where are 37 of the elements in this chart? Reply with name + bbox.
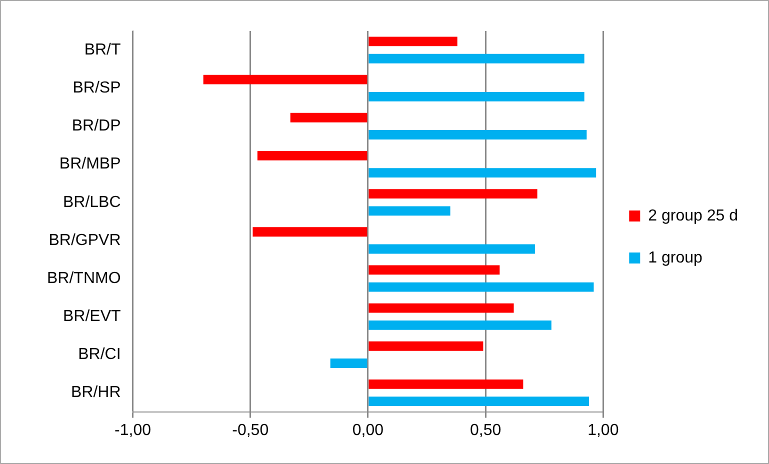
y-tick-label: BR/SP	[72, 80, 121, 97]
bar	[368, 168, 596, 178]
bar	[368, 189, 538, 199]
bar	[368, 130, 587, 140]
y-tick-label: BR/T	[84, 41, 121, 58]
y-tick-label: BR/DP	[72, 118, 121, 135]
bar	[368, 244, 535, 254]
x-tick-label: -0,50	[232, 422, 269, 439]
y-tick-label: BR/EVT	[62, 308, 121, 326]
y-tick-label: BR/HR	[70, 384, 121, 402]
bar	[368, 341, 484, 351]
bar	[368, 54, 584, 64]
bar	[290, 112, 368, 122]
bar	[368, 303, 514, 313]
legend-label: 2 group 25 d	[648, 207, 738, 224]
y-tick-label: BR/CI	[78, 346, 121, 364]
y-tick-label: BR/LBC	[62, 194, 121, 211]
y-tick-label: BR/TNMO	[46, 270, 121, 287]
bar	[368, 320, 552, 330]
bar	[368, 36, 458, 46]
y-tick-label: BR/MBP	[59, 156, 121, 173]
bar	[368, 379, 524, 389]
bar	[368, 206, 450, 216]
y-tick-label: BR/GPVR	[48, 232, 121, 249]
legend-label: 1 group	[648, 249, 703, 266]
x-tick-label: -1,00	[114, 422, 152, 439]
bar	[257, 151, 368, 160]
x-tick-label: 0,50	[470, 422, 502, 439]
bar	[368, 396, 590, 406]
x-tick-label: 1,00	[588, 422, 619, 439]
bar	[330, 358, 368, 368]
bar	[203, 74, 368, 84]
bar	[252, 227, 368, 237]
bar	[368, 92, 584, 102]
x-tick-label: 0,00	[352, 422, 384, 439]
bar	[368, 282, 594, 292]
bar	[368, 265, 500, 275]
